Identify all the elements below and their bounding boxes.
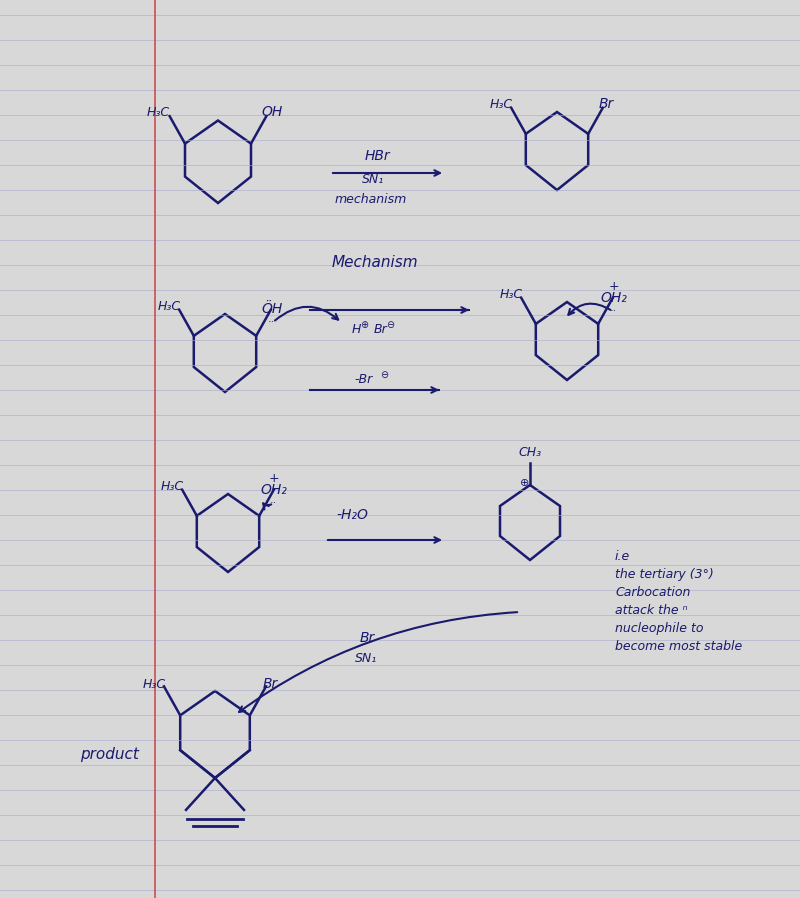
Text: i.e: i.e xyxy=(615,550,630,563)
Text: H₃C: H₃C xyxy=(499,287,522,301)
Text: -H₂O: -H₂O xyxy=(336,508,368,522)
Text: SN₁: SN₁ xyxy=(355,652,378,665)
Text: H₃C: H₃C xyxy=(142,677,166,691)
Text: OH: OH xyxy=(262,105,282,119)
Text: SN₁: SN₁ xyxy=(362,173,384,186)
Text: attack the ⁿ: attack the ⁿ xyxy=(615,604,688,617)
Text: CH₃: CH₃ xyxy=(518,446,542,459)
Text: Mechanism: Mechanism xyxy=(332,255,418,270)
Text: H: H xyxy=(352,323,362,336)
Text: OH₂: OH₂ xyxy=(260,483,287,497)
Text: H₃C: H₃C xyxy=(147,106,170,119)
Text: HBr: HBr xyxy=(364,149,390,163)
Text: H₃C: H₃C xyxy=(158,300,181,313)
Text: ⊕: ⊕ xyxy=(520,478,530,488)
Text: Carbocation: Carbocation xyxy=(615,586,690,599)
Text: become most stable: become most stable xyxy=(615,640,742,653)
Text: Br: Br xyxy=(374,323,388,336)
Text: +: + xyxy=(269,472,279,485)
Text: Br: Br xyxy=(262,677,278,691)
Text: ⊖: ⊖ xyxy=(380,370,388,380)
Text: ⊕: ⊕ xyxy=(360,320,368,330)
Text: ··: ·· xyxy=(268,317,275,327)
Text: -Br: -Br xyxy=(354,373,372,386)
Text: the tertiary (3°): the tertiary (3°) xyxy=(615,568,714,581)
Text: +: + xyxy=(609,280,619,293)
Text: ÖH: ÖH xyxy=(261,302,282,316)
Text: ··: ·· xyxy=(610,306,618,316)
Text: ··: ·· xyxy=(270,498,278,508)
Text: ⊖: ⊖ xyxy=(386,320,394,330)
Text: product: product xyxy=(80,747,139,762)
Text: Br: Br xyxy=(360,631,375,645)
Text: H₃C: H₃C xyxy=(490,98,513,110)
Text: Br: Br xyxy=(598,97,614,111)
Text: mechanism: mechanism xyxy=(335,193,407,206)
Text: OH₂: OH₂ xyxy=(600,291,627,304)
Text: nucleophile to: nucleophile to xyxy=(615,622,703,635)
Text: H₃C: H₃C xyxy=(160,480,183,493)
